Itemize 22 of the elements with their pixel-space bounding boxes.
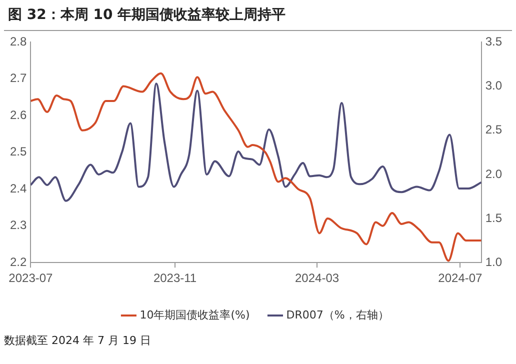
y2-tick-label: 1.0	[485, 254, 502, 269]
y-tick-label: 2.7	[10, 71, 27, 86]
x-tick-label: 2023-07	[8, 271, 54, 286]
y-tick-label: 2.2	[10, 254, 27, 269]
legend-label: DR007（%，右轴）	[286, 308, 389, 322]
y2-tick-label: 2.0	[485, 166, 502, 181]
y-tick-label: 2.5	[10, 144, 27, 159]
y-tick-label: 2.3	[10, 218, 27, 232]
y-tick-label: 2.8	[10, 34, 27, 49]
y2-tick-label: 3.5	[485, 34, 502, 49]
x-tick-label: 2024-07	[438, 271, 483, 286]
y-tick-label: 2.4	[10, 181, 27, 196]
y-tick-label: 2.6	[10, 108, 27, 122]
legend-label: 10年期国债收益率(%)	[140, 308, 250, 322]
y2-tick-label: 2.5	[485, 122, 502, 137]
chart-title: 图 32：本周 10 年期国债收益率较上周持平	[4, 0, 512, 31]
x-tick-label: 2024-03	[295, 271, 340, 286]
y2-tick-label: 3.0	[485, 78, 502, 93]
text: 数据截至 2024 年 7 月 19 日	[3, 333, 152, 348]
x-tick-label: 2023-11	[153, 271, 197, 286]
line-series	[30, 82, 482, 202]
y2-tick-label: 1.5	[485, 210, 502, 225]
